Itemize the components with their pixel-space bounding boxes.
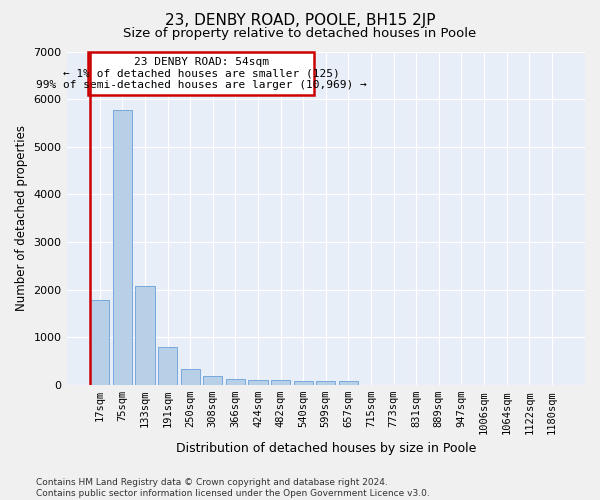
Bar [158, 348, 177, 385]
Bar [181, 369, 200, 385]
Bar [226, 379, 245, 385]
Text: Contains HM Land Registry data © Crown copyright and database right 2024.
Contai: Contains HM Land Registry data © Crown c… [36, 478, 430, 498]
Bar [113, 110, 132, 385]
Bar [339, 382, 358, 385]
Text: 23 DENBY ROAD: 54sqm
← 1% of detached houses are smaller (125)
99% of semi-detac: 23 DENBY ROAD: 54sqm ← 1% of detached ho… [36, 57, 367, 90]
Bar [136, 286, 155, 385]
Bar [203, 376, 223, 385]
X-axis label: Distribution of detached houses by size in Poole: Distribution of detached houses by size … [176, 442, 476, 455]
Bar [248, 380, 268, 385]
Y-axis label: Number of detached properties: Number of detached properties [15, 126, 28, 312]
Text: 23, DENBY ROAD, POOLE, BH15 2JP: 23, DENBY ROAD, POOLE, BH15 2JP [165, 12, 435, 28]
Bar [271, 380, 290, 385]
Text: Size of property relative to detached houses in Poole: Size of property relative to detached ho… [124, 28, 476, 40]
FancyBboxPatch shape [88, 52, 314, 96]
Bar [90, 300, 109, 385]
Bar [293, 380, 313, 385]
Bar [316, 381, 335, 385]
